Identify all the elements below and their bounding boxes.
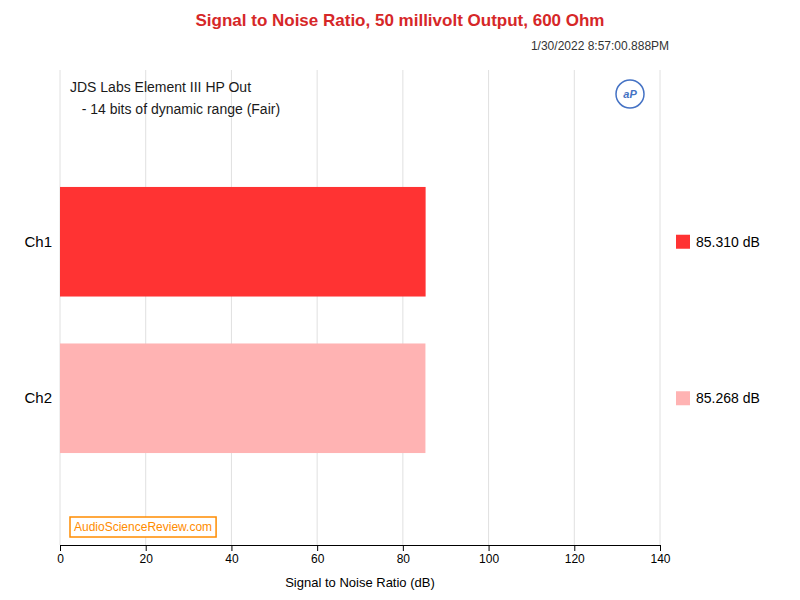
- data-label: 85.310 dB: [696, 234, 760, 250]
- tick-label: 120: [565, 552, 585, 566]
- annotation: JDS Labs Element III HP Out: [70, 79, 251, 95]
- label-swatch: [676, 235, 690, 249]
- tick: Ch1: [24, 233, 60, 250]
- label-swatch: [676, 391, 690, 405]
- y-axis: Ch1 Ch2: [24, 233, 60, 407]
- annotations: JDS Labs Element III HP Out - 14 bits of…: [70, 79, 644, 537]
- title: Signal to Noise Ratio, 50 millivolt Outp…: [195, 11, 604, 30]
- annotation: aP: [623, 88, 637, 100]
- bars: [60, 187, 426, 453]
- tick: 80: [397, 545, 411, 566]
- grid-line: [145, 70, 146, 545]
- tick: 40: [225, 545, 239, 566]
- watermark: AudioScienceReview.com: [70, 517, 216, 537]
- tick-label: 80: [397, 552, 411, 566]
- grid-line: [488, 70, 489, 545]
- tick-label: 100: [479, 552, 499, 566]
- data-labels: 85.310 dB 85.268 dB: [676, 234, 760, 407]
- tick: Ch2: [24, 389, 60, 406]
- data-label-row: 85.310 dB: [676, 234, 760, 250]
- subtitle: 1/30/2022 8:57:00.888PM: [531, 39, 669, 53]
- data-label: 85.268 dB: [696, 390, 760, 406]
- tick-label: 140: [650, 552, 670, 566]
- tick-label: 60: [311, 552, 325, 566]
- grid: [60, 70, 660, 545]
- tick-label: 40: [225, 552, 239, 566]
- grid-line: [402, 70, 403, 545]
- grid-line: [317, 70, 318, 545]
- data-label-row: 85.268 dB: [676, 390, 760, 406]
- annotation: - 14 bits of dynamic range (Fair): [70, 101, 280, 117]
- bar: [60, 343, 425, 453]
- grid-line: [574, 70, 575, 545]
- logo-circle: [616, 80, 644, 108]
- logo: aP: [616, 80, 644, 108]
- bar: [60, 187, 426, 297]
- tick-mark: [403, 545, 404, 551]
- tick-label: 20: [140, 552, 154, 566]
- tick-label: Ch1: [24, 233, 52, 250]
- tick-mark: [231, 545, 232, 551]
- annotation: AudioScienceReview.com: [74, 520, 212, 534]
- plot: 0 20 40 60 80 100 120 140 Ch1 Ch2 Signal to Noise …: [24, 70, 759, 590]
- tick: 60: [311, 545, 325, 566]
- grid-line: [60, 70, 61, 545]
- watermark-box: [70, 517, 216, 537]
- tick-mark: [574, 545, 575, 551]
- grid-line: [231, 70, 232, 545]
- tick-mark: [60, 545, 61, 551]
- tick: 0: [57, 545, 64, 566]
- x-axis: 0 20 40 60 80 100 120 140: [57, 545, 671, 566]
- tick: 100: [479, 545, 499, 566]
- tick-label: Ch2: [24, 389, 52, 406]
- axis-line: [61, 546, 661, 552]
- tick-mark: [489, 545, 490, 551]
- tick-mark: [146, 545, 147, 551]
- tick: 140: [650, 545, 670, 566]
- grid-line: [660, 70, 661, 545]
- tick-label: 0: [57, 552, 64, 566]
- tick: 120: [565, 545, 585, 566]
- tick-mark: [317, 545, 318, 551]
- tick: 20: [140, 545, 154, 566]
- x-axis-title: Signal to Noise Ratio (dB): [285, 575, 435, 590]
- tick-mark: [660, 545, 661, 551]
- chart: Signal to Noise Ratio, 50 millivolt Outp…: [0, 0, 800, 600]
